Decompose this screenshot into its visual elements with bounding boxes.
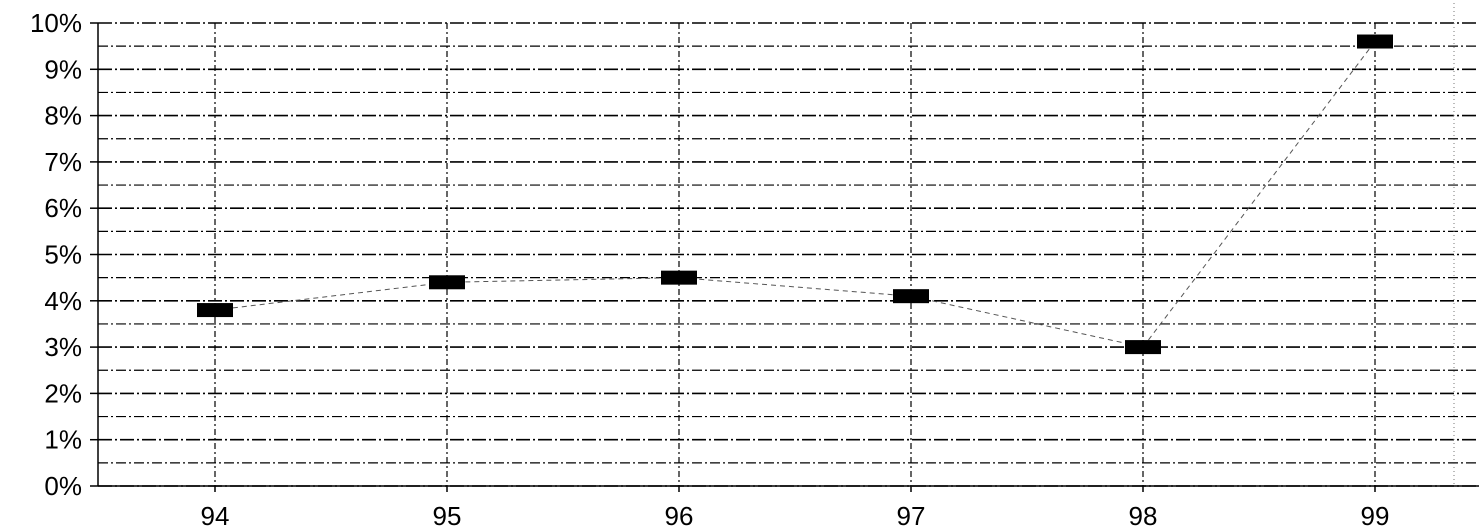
grid [98,22,1479,487]
y-tick-label-10: 10% [30,8,82,38]
x-tick-label-3: 97 [897,501,926,531]
data-points [197,34,1393,355]
axes [97,3,1479,487]
y-tick-label-5: 5% [44,240,82,270]
data-point-99 [1357,34,1393,49]
y-tick-label-4: 4% [44,286,82,316]
data-point-96 [661,270,697,285]
y-tick-label-3: 3% [44,332,82,362]
y-tick-label-2: 2% [44,378,82,408]
series-line-0 [214,41,1376,348]
x-axis-ticks: 94 95 96 97 98 99 [201,486,1390,531]
y-tick-label-9: 9% [44,54,82,84]
data-point-97 [893,289,929,304]
series-line [214,41,1376,348]
y-tick-label-0: 0% [44,471,82,501]
x-tick-label-0: 94 [201,501,230,531]
x-tick-label-1: 95 [433,501,462,531]
x-tick-label-2: 96 [665,501,694,531]
data-point-98 [1125,340,1161,355]
x-tick-label-4: 98 [1129,501,1158,531]
y-tick-label-8: 8% [44,101,82,131]
data-point-94 [197,303,233,318]
y-tick-label-6: 6% [44,193,82,223]
x-tick-label-5: 99 [1361,501,1390,531]
y-tick-label-7: 7% [44,147,82,177]
y-tick-label-1: 1% [44,425,82,455]
y-axis-ticks: 0% 1% 2% 3% 4% 5% 6% 7% 8% 9% 10% [30,8,98,501]
data-point-95 [429,275,465,290]
